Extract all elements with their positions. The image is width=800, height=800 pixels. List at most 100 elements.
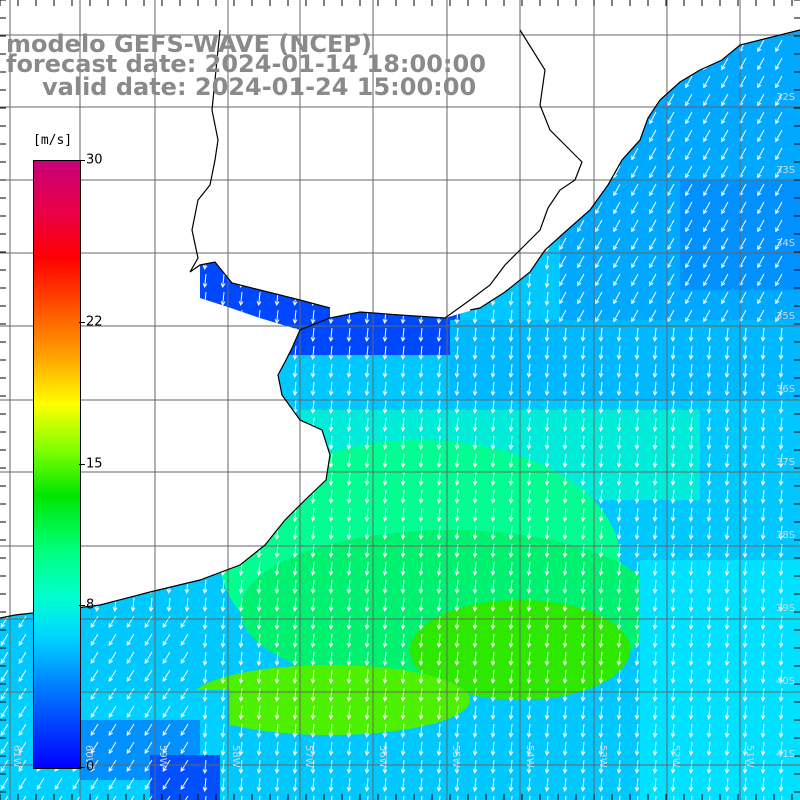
wind-arrow bbox=[688, 453, 694, 468]
wind-arrow bbox=[400, 273, 406, 288]
wind-arrow bbox=[346, 237, 352, 252]
wind-arrow bbox=[382, 633, 388, 648]
wind-arrow bbox=[436, 147, 442, 162]
wind-arrow bbox=[595, 129, 603, 143]
wind-arrow bbox=[364, 219, 370, 234]
wind-arrow bbox=[436, 237, 442, 252]
wind-arrow bbox=[562, 795, 568, 800]
wind-arrow bbox=[526, 435, 532, 450]
wind-arrow bbox=[703, 111, 711, 125]
wind-arrow bbox=[184, 273, 190, 288]
wind-arrow bbox=[256, 201, 262, 216]
wind-arrow bbox=[562, 777, 568, 792]
wind-arrow bbox=[616, 669, 622, 684]
longitude-label: 60W bbox=[83, 745, 94, 768]
wind-arrow bbox=[148, 489, 154, 504]
wind-arrow bbox=[130, 525, 136, 540]
wind-arrow bbox=[631, 75, 639, 89]
wind-arrow bbox=[559, 75, 567, 89]
wind-arrow bbox=[220, 273, 226, 288]
wind-arrow bbox=[775, 273, 783, 287]
wind-arrow bbox=[292, 795, 298, 800]
wind-arrow bbox=[22, 255, 28, 270]
wind-arrow bbox=[454, 759, 460, 774]
wind-arrow bbox=[742, 327, 748, 342]
wind-arrow bbox=[148, 363, 154, 378]
wind-arrow bbox=[148, 597, 154, 612]
wind-arrow bbox=[346, 561, 352, 576]
wind-arrow bbox=[508, 309, 514, 324]
wind-arrow bbox=[778, 435, 784, 450]
wind-arrow bbox=[418, 579, 424, 594]
wind-arrow bbox=[631, 237, 639, 251]
wind-arrow bbox=[706, 525, 712, 540]
wind-arrow bbox=[508, 507, 514, 522]
wind-arrow bbox=[544, 795, 550, 800]
wind-arrow bbox=[472, 669, 478, 684]
wind-arrow bbox=[760, 399, 766, 414]
wind-arrow bbox=[22, 147, 28, 162]
wind-arrow bbox=[220, 255, 226, 270]
wind-arrow bbox=[4, 129, 10, 144]
wind-arrow bbox=[130, 327, 136, 342]
wind-arrow bbox=[310, 453, 316, 468]
wind-arrow bbox=[472, 453, 478, 468]
wind-arrow bbox=[90, 705, 99, 718]
wind-arrow bbox=[616, 507, 622, 522]
wind-arrow bbox=[778, 363, 784, 378]
wind-arrow bbox=[364, 651, 370, 666]
wind-arrow bbox=[757, 309, 765, 323]
wind-arrow bbox=[598, 687, 604, 702]
wind-arrow bbox=[112, 345, 118, 360]
colorbar-tick-mark bbox=[79, 321, 85, 323]
wind-arrow bbox=[616, 471, 622, 486]
wind-arrow bbox=[472, 741, 478, 756]
wind-arrow bbox=[256, 669, 262, 684]
wind-arrow bbox=[328, 435, 334, 450]
wind-arrow bbox=[577, 93, 585, 107]
wind-arrow bbox=[328, 705, 334, 720]
wind-arrow bbox=[724, 471, 730, 486]
wind-arrow bbox=[775, 201, 783, 215]
wind-arrow bbox=[526, 741, 532, 756]
wind-arrow bbox=[631, 39, 639, 53]
wind-arrow bbox=[775, 129, 783, 143]
wind-arrow bbox=[778, 381, 784, 396]
wind-arrow bbox=[544, 669, 550, 684]
wind-arrow bbox=[382, 687, 388, 702]
wind-arrow bbox=[670, 777, 676, 792]
wind-arrow bbox=[94, 129, 100, 144]
wind-arrow bbox=[649, 201, 657, 215]
wind-arrow bbox=[685, 309, 693, 323]
wind-arrow bbox=[685, 111, 693, 125]
wind-arrow bbox=[346, 453, 352, 468]
wind-arrow bbox=[454, 507, 460, 522]
wind-arrow bbox=[706, 417, 712, 432]
wind-arrow bbox=[364, 615, 370, 630]
wind-arrow bbox=[688, 687, 694, 702]
wind-arrow bbox=[94, 363, 100, 378]
wind-arrow bbox=[490, 561, 496, 576]
wind-arrow bbox=[634, 435, 640, 450]
wind-arrow bbox=[112, 255, 118, 270]
wind-arrow bbox=[4, 255, 10, 270]
wind-arrow bbox=[256, 795, 262, 800]
wind-arrow bbox=[346, 201, 352, 216]
longitude-label: 57W bbox=[303, 745, 314, 768]
wind-arrow bbox=[703, 237, 711, 251]
wind-arrow bbox=[40, 111, 46, 126]
wind-arrow bbox=[256, 435, 262, 450]
wind-arrow bbox=[580, 741, 586, 756]
latitude-label: 39S bbox=[776, 603, 795, 614]
wind-arrow bbox=[508, 219, 514, 234]
wind-arrow bbox=[328, 111, 334, 126]
wind-arrow bbox=[94, 183, 100, 198]
wind-arrow bbox=[652, 417, 658, 432]
wind-arrow bbox=[4, 219, 10, 234]
wind-arrow bbox=[238, 471, 244, 486]
wind-arrow bbox=[148, 201, 154, 216]
wind-arrow bbox=[703, 93, 711, 107]
wind-arrow bbox=[256, 327, 262, 342]
wind-arrow bbox=[742, 525, 748, 540]
wind-arrow bbox=[418, 381, 424, 396]
